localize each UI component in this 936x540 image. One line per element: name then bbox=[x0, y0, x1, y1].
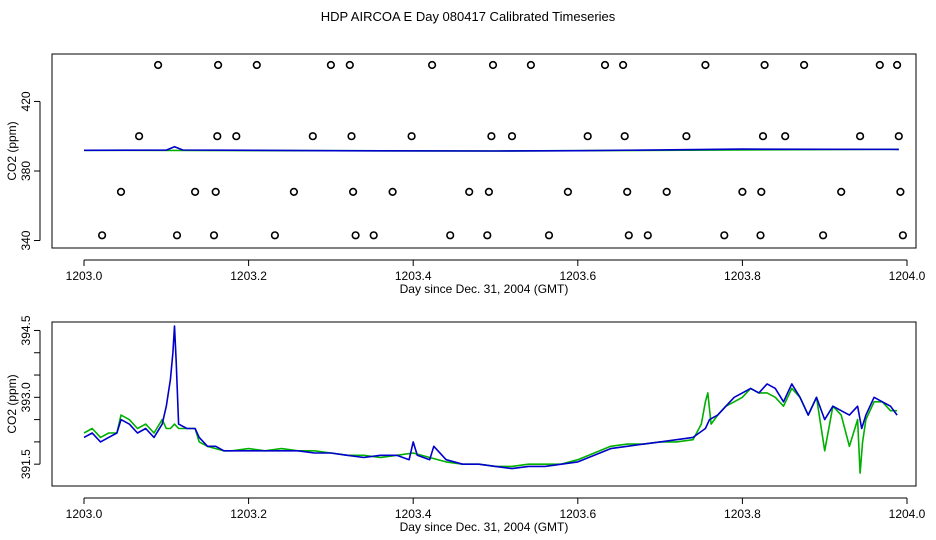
data-point bbox=[407, 132, 416, 141]
data-point bbox=[232, 132, 241, 141]
y-tick-label: 340 bbox=[19, 230, 33, 250]
x-tick-label: 1203.0 bbox=[66, 269, 103, 283]
data-point bbox=[544, 231, 554, 240]
data-point bbox=[388, 187, 397, 196]
data-point bbox=[701, 60, 710, 70]
data-point bbox=[757, 187, 766, 196]
x-axis-label: Day since Dec. 31, 2004 (GMT) bbox=[400, 520, 569, 534]
x-tick-label: 1203.2 bbox=[230, 507, 267, 521]
data-point bbox=[620, 132, 629, 141]
data-point bbox=[428, 60, 437, 70]
data-point bbox=[214, 60, 223, 70]
data-point bbox=[270, 231, 280, 240]
data-point bbox=[446, 231, 455, 240]
x-tick-label: 1203.2 bbox=[230, 269, 267, 283]
data-point bbox=[209, 231, 219, 240]
data-point bbox=[583, 132, 592, 141]
data-point bbox=[252, 60, 261, 70]
series-group bbox=[83, 60, 908, 240]
y-tick-label: 394.5 bbox=[19, 315, 33, 345]
page-title: HDP AIRCOA E Day 080417 Calibrated Times… bbox=[320, 9, 616, 24]
chart-top: 1203.0 1203.2 1203.4 1203.6 1203.8 1204.0 Day … bbox=[5, 53, 926, 296]
data-point bbox=[892, 60, 902, 70]
data-point bbox=[855, 132, 865, 141]
data-point bbox=[351, 231, 360, 240]
data-point bbox=[756, 231, 765, 240]
data-point bbox=[465, 187, 474, 196]
data-point bbox=[738, 187, 747, 196]
x-tick-label: 1203.0 bbox=[66, 507, 103, 521]
x-axis-label: Day since Dec. 31, 2004 (GMT) bbox=[400, 282, 569, 296]
y-axis-label: CO2 (ppm) bbox=[5, 121, 19, 180]
data-point bbox=[720, 231, 729, 240]
data-point bbox=[563, 187, 573, 196]
data-point bbox=[116, 187, 126, 196]
data-point bbox=[526, 60, 536, 70]
data-point bbox=[97, 231, 107, 240]
x-tick-label: 1203.8 bbox=[724, 269, 761, 283]
x-tick-label: 1203.4 bbox=[395, 507, 432, 521]
data-point bbox=[781, 132, 790, 141]
series-group bbox=[83, 325, 898, 474]
x-tick-label: 1203.6 bbox=[559, 269, 596, 283]
plot-frame bbox=[51, 53, 917, 249]
data-point bbox=[487, 132, 496, 141]
data-point bbox=[760, 60, 769, 70]
plot-frame bbox=[51, 321, 917, 487]
data-point bbox=[213, 132, 222, 141]
data-point bbox=[623, 187, 632, 196]
data-point bbox=[135, 132, 144, 141]
data-point bbox=[600, 60, 610, 70]
data-point bbox=[211, 187, 220, 196]
data-point bbox=[484, 187, 494, 196]
y-tick-label: 393.0 bbox=[19, 382, 33, 412]
data-point bbox=[898, 231, 908, 240]
data-point bbox=[154, 60, 163, 70]
series-line-blue bbox=[83, 145, 899, 152]
data-point bbox=[618, 60, 628, 70]
data-point bbox=[799, 60, 809, 70]
series-line-blue bbox=[83, 325, 898, 470]
x-tick-label: 1203.8 bbox=[724, 507, 761, 521]
data-point bbox=[643, 231, 652, 240]
data-point bbox=[308, 132, 317, 141]
y-tick-label: 420 bbox=[19, 91, 33, 111]
data-point bbox=[507, 132, 517, 141]
data-point bbox=[682, 132, 691, 141]
data-point bbox=[347, 132, 356, 141]
y-tick-label: 391.5 bbox=[19, 449, 33, 479]
data-point bbox=[349, 187, 358, 196]
y-axis-label: CO2 (ppm) bbox=[5, 374, 19, 433]
data-point bbox=[818, 231, 828, 240]
data-point bbox=[758, 132, 768, 141]
data-point bbox=[837, 187, 846, 196]
data-point bbox=[289, 187, 299, 196]
data-point bbox=[894, 132, 903, 141]
data-point bbox=[369, 231, 378, 240]
data-point bbox=[172, 231, 182, 240]
x-tick-label: 1203.4 bbox=[395, 269, 432, 283]
data-point bbox=[896, 187, 905, 196]
data-point bbox=[875, 60, 884, 70]
data-point bbox=[488, 60, 498, 70]
data-point bbox=[662, 187, 671, 196]
series-line-green bbox=[83, 387, 898, 474]
x-tick-label: 1203.6 bbox=[559, 507, 596, 521]
chart-bottom: 1203.0 1203.2 1203.4 1203.6 1203.8 1204.0 Day … bbox=[5, 315, 926, 534]
data-point bbox=[624, 231, 633, 240]
y-tick-label: 380 bbox=[19, 161, 33, 181]
data-point bbox=[326, 60, 336, 70]
x-tick-label: 1204.0 bbox=[889, 269, 926, 283]
data-point bbox=[483, 231, 492, 240]
data-point bbox=[345, 60, 354, 70]
x-tick-label: 1204.0 bbox=[889, 507, 926, 521]
data-point bbox=[191, 187, 200, 196]
